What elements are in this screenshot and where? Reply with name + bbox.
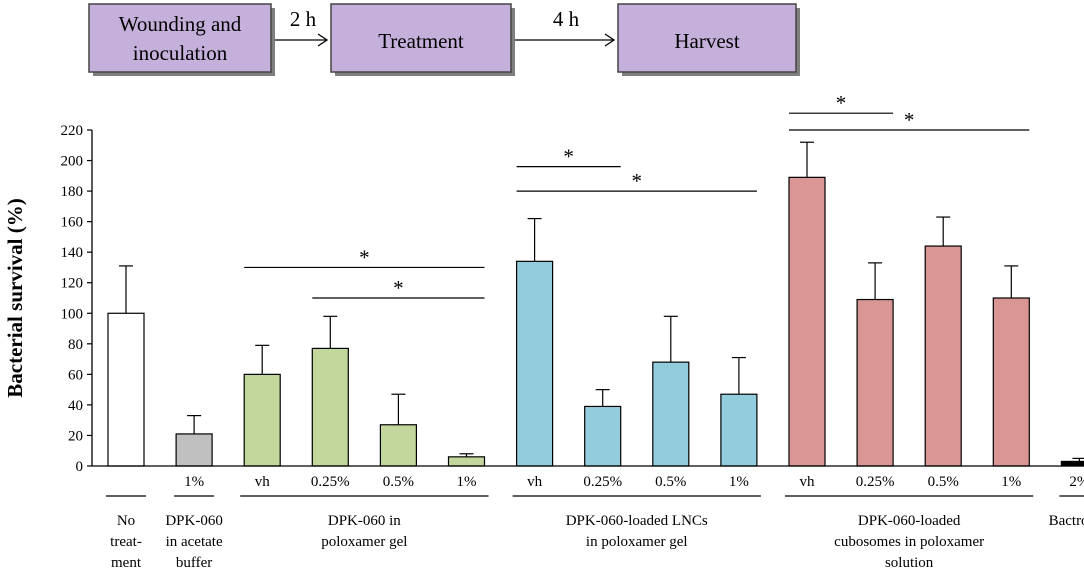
y-tick-label: 20 [68,428,83,444]
arrow-head-icon [317,33,329,47]
bar [924,245,962,467]
flow-box-text: Treatment [378,29,464,53]
group-label: in poloxamer gel [586,534,688,550]
bar [856,298,894,467]
bar [311,347,349,467]
category-label: vh [800,474,816,490]
category-label: 0.5% [928,474,959,490]
significance-star: * [904,108,915,132]
category-label: 1% [729,474,749,490]
flow-box-text: Wounding and [119,12,242,36]
category-label: vh [527,474,543,490]
flow-arrow-label: 4 h [553,7,580,31]
category-label: 0.25% [311,474,350,490]
y-tick-label: 80 [68,337,83,353]
group-label: treat- [110,534,142,550]
category-label: vh [255,474,271,490]
category-label: 0.25% [583,474,622,490]
y-tick-label: 40 [68,398,83,414]
significance-star: * [563,145,574,169]
flow-arrow-label: 2 h [290,7,317,31]
significance-star: * [632,169,643,193]
bar [788,176,826,467]
group-label: No [117,513,135,529]
group-label: ment [111,555,142,571]
bar [992,297,1030,467]
group-label: DPK-060-loaded [858,513,961,529]
y-axis-label: Bacterial survival (%) [3,198,27,397]
bar [243,373,281,467]
category-label: 1% [1001,474,1021,490]
bar [107,312,145,467]
category-label: 1% [184,474,204,490]
bar [447,456,486,467]
significance-star: * [359,245,370,269]
flow-box-2 [330,3,512,73]
arrow-head-icon [604,33,616,47]
bar [1060,460,1084,467]
group-label: DPK-060-loaded LNCs [566,513,708,529]
bar [720,393,758,467]
y-tick-label: 0 [76,459,84,475]
workflow-diagram: Wounding and inoculation Treatment Harvest 2… [88,3,800,76]
y-tick-label: 120 [61,276,84,292]
significance-star: * [393,276,404,300]
y-tick-label: 100 [61,306,84,322]
category-label: 1% [457,474,477,490]
bar [515,260,554,467]
category-label: 0.25% [856,474,895,490]
bar [652,361,690,467]
significance-star: * [836,91,847,115]
bar [379,424,417,467]
y-tick-label: 200 [61,154,84,170]
group-label: solution [885,555,934,571]
y-tick-label: 180 [61,184,84,200]
flow-box-text: inoculation [133,41,228,65]
category-label: 0.5% [655,474,686,490]
category-label: 2% [1069,474,1084,490]
bar [584,405,622,467]
y-tick-label: 160 [61,215,84,231]
bar-chart: 0 20 40 60 80 100 120 140 160 180 200 220 Bacterial … [3,91,1084,571]
flow-box-1 [88,3,272,73]
bar [175,433,213,467]
group-label: cubosomes in poloxamer [834,534,984,550]
y-tick-label: 220 [61,123,84,139]
group-label: poloxamer gel [321,534,407,550]
y-tick-label: 60 [68,367,83,383]
group-label: in acetate [166,534,223,550]
flow-box-text: Harvest [674,29,739,53]
y-tick-label: 140 [61,245,84,261]
group-label: DPK-060 in [328,513,401,529]
group-label: DPK-060 [165,513,223,529]
category-label: 0.5% [383,474,414,490]
group-label: Bactroban [1049,513,1084,529]
flow-box-3 [617,3,797,73]
group-label: buffer [176,555,212,571]
